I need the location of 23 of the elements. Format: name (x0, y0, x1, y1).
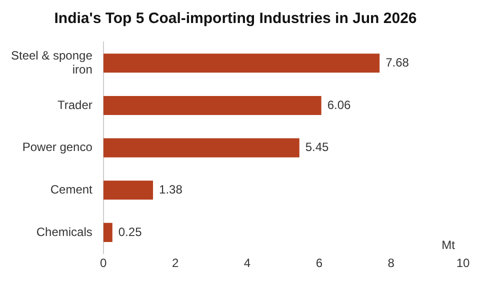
y-tick-label: Trader (57, 98, 92, 112)
data-label: 0.25 (118, 224, 142, 239)
bar (103, 138, 300, 158)
data-label: 7.68 (386, 55, 410, 70)
bar (103, 54, 380, 73)
x-axis-title: Mt (442, 238, 456, 252)
x-tick-label: 8 (388, 256, 395, 270)
data-label: 6.06 (327, 98, 351, 112)
bar (103, 96, 322, 115)
x-tick-label: 4 (244, 256, 251, 270)
x-tick-label: 6 (316, 256, 323, 270)
chart-title: India's Top 5 Coal-importing Industries in Jun 2026 (54, 10, 417, 28)
data-label: 1.38 (159, 182, 183, 196)
x-tick-label: 0 (100, 256, 108, 270)
x-tick-label: 2 (172, 256, 179, 270)
y-tick-label: Cement (50, 182, 94, 196)
x-tick-label: 10 (456, 256, 470, 270)
data-label: 5.45 (305, 140, 330, 154)
bar (103, 180, 154, 200)
y-tick-label: Power genco (22, 140, 93, 154)
y-tick-label: Chemicals (36, 224, 92, 239)
bar (103, 222, 112, 242)
y-tick-label: Steel & sponge iron (10, 48, 93, 77)
